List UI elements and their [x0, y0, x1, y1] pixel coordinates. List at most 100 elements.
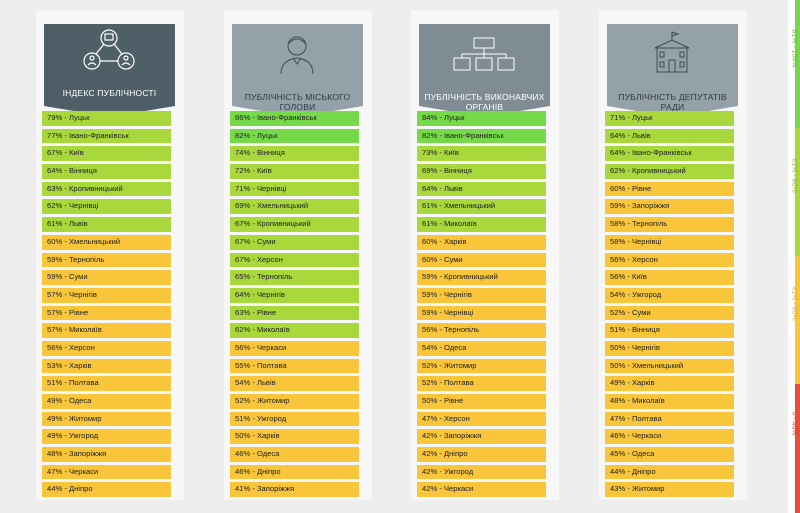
row-city: Чернігів [631, 342, 660, 352]
row-city: Полтава [443, 378, 474, 388]
row-separator: % - [55, 413, 69, 423]
org-chart-icon [453, 37, 515, 71]
legend-label: 41% - 60% [790, 286, 798, 321]
row-city: Миколаїв [443, 219, 477, 229]
row-city: Луцьк [631, 113, 653, 122]
column-council-publicity: Публічність депутатів ради 71% - Луцьк 64… [599, 10, 747, 500]
row-city: Вінниця [443, 166, 472, 176]
row-city: Чернігів [68, 289, 97, 299]
row-city: Рівне [68, 307, 89, 317]
row-city: Ужгород [68, 431, 99, 441]
row-city: Черкаси [68, 466, 99, 476]
row-separator: % - [55, 183, 69, 193]
row-separator: % - [618, 360, 632, 370]
row-separator: % - [430, 148, 444, 158]
row-separator: % - [618, 378, 632, 388]
row-value: 62 [235, 325, 244, 335]
row-value: 47 [422, 413, 431, 423]
row-value: 42 [422, 466, 431, 476]
table-row: 67% - Херсон [230, 252, 359, 268]
row-separator: % - [430, 360, 444, 370]
row-value: 61 [422, 201, 431, 211]
row-city: Черкаси [443, 484, 474, 494]
row-separator: % - [430, 113, 444, 122]
row-value: 42 [422, 484, 431, 494]
table-row: 52% - Полтава [417, 376, 546, 391]
row-separator: % - [430, 236, 444, 246]
table-row: 47% - Херсон [417, 411, 546, 427]
row-separator: % - [55, 130, 69, 140]
table-row: 74% - Вінниця [230, 146, 359, 162]
row-separator: % - [243, 396, 257, 405]
row-city: Дніпро [256, 466, 281, 476]
row-city: Львів [256, 378, 276, 388]
row-city: Рівне [631, 183, 652, 193]
row-city: Ужгород [256, 413, 287, 423]
table-row: 59% - Чернівці [417, 305, 546, 321]
row-city: Харків [68, 360, 92, 370]
row-value: 79 [47, 113, 56, 122]
table-row: 50% - Рівне [417, 394, 546, 409]
table-row: 82% - Івано-Франківськ [417, 128, 546, 144]
table-row: 67% - Київ [42, 146, 171, 162]
row-city: Житомир [256, 396, 290, 405]
table-row: 52% - Житомир [417, 358, 546, 374]
row-value: 67 [235, 254, 244, 264]
row-separator: % - [243, 219, 257, 229]
row-city: Одеса [68, 396, 92, 405]
row-city: Чернівці [631, 236, 662, 246]
header-background [419, 24, 550, 117]
table-row: 71% - Чернівці [230, 181, 359, 197]
table-row: 63% - Кропивницький [42, 181, 171, 197]
row-value: 42 [422, 431, 431, 441]
row-separator: % - [618, 325, 632, 335]
legend-band-41-60 [795, 256, 800, 384]
row-value: 43 [610, 484, 619, 494]
row-value: 71 [610, 113, 619, 122]
row-value: 56 [235, 342, 244, 352]
table-row: 69% - Вінниця [417, 164, 546, 179]
row-value: 58 [610, 219, 619, 229]
row-city: Житомир [631, 484, 665, 494]
row-city: Кропивницький [68, 183, 123, 193]
row-city: Херсон [256, 254, 283, 264]
table-row: 49% - Харків [605, 376, 734, 391]
table-row: 59% - Суми [42, 270, 171, 285]
table-row: 51% - Ужгород [230, 411, 359, 427]
row-value: 59 [422, 272, 431, 282]
row-city: Вінниця [631, 325, 660, 335]
row-separator: % - [618, 307, 632, 317]
row-city: Хмельницький [631, 360, 684, 370]
table-row: 64% - Вінниця [42, 164, 171, 179]
table-row: 49% - Одеса [42, 394, 171, 409]
row-value: 62 [47, 201, 56, 211]
row-city: Запоріжжя [68, 449, 107, 459]
row-city: Дніпро [443, 449, 468, 459]
row-separator: % - [618, 201, 632, 211]
table-row: 64% - Чернігів [230, 287, 359, 303]
legend-band-0-40 [795, 384, 800, 513]
table-row: 77% - Івано-Франківськ [42, 128, 171, 144]
row-city: Івано-Франківськ [68, 130, 129, 140]
row-value: 57 [47, 325, 56, 335]
row-separator: % - [243, 148, 257, 158]
table-row: 46% - Одеса [230, 447, 359, 462]
row-city: Чернівці [68, 201, 99, 211]
row-city: Ужгород [443, 466, 474, 476]
table-row: 42% - Ужгород [417, 464, 546, 480]
row-value: 44 [47, 484, 56, 494]
row-value: 60 [422, 236, 431, 246]
row-city: Луцьк [68, 113, 90, 122]
row-value: 50 [610, 342, 619, 352]
row-separator: % - [55, 307, 69, 317]
row-separator: % - [243, 289, 257, 299]
table-row: 63% - Рівне [230, 305, 359, 321]
row-value: 59 [47, 254, 56, 264]
row-separator: % - [243, 236, 257, 246]
row-separator: % - [618, 449, 632, 459]
row-value: 48 [47, 449, 56, 459]
row-city: Тернопіль [443, 325, 480, 335]
council-building-icon [654, 31, 690, 73]
row-value: 67 [235, 236, 244, 246]
row-separator: % - [618, 342, 632, 352]
